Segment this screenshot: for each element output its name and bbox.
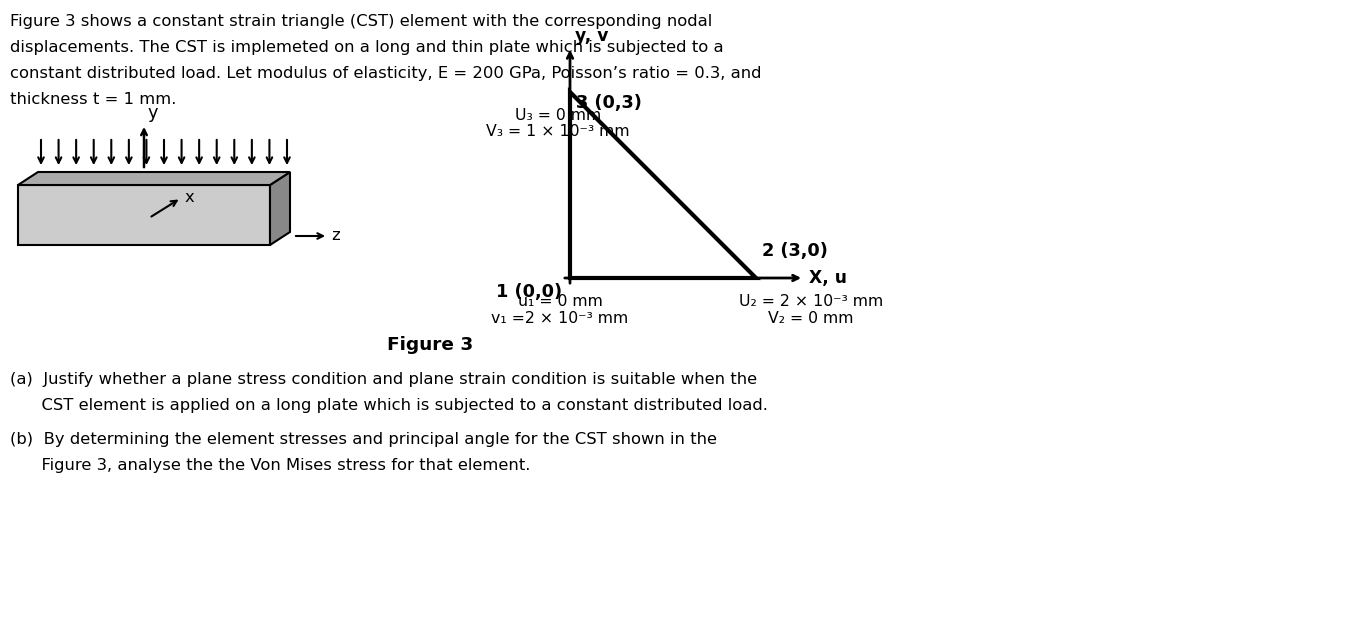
- Text: y, v: y, v: [575, 27, 608, 45]
- Text: constant distributed load. Let modulus of elasticity, E = 200 GPa, Poisson’s rat: constant distributed load. Let modulus o…: [9, 66, 762, 81]
- Text: (b)  By determining the element stresses and principal angle for the CST shown i: (b) By determining the element stresses …: [9, 432, 717, 447]
- Text: Figure 3, analyse the the Von Mises stress for that element.: Figure 3, analyse the the Von Mises stre…: [9, 458, 530, 473]
- Text: V₂ = 0 mm: V₂ = 0 mm: [769, 311, 853, 326]
- Text: 2 (3,0): 2 (3,0): [762, 242, 828, 260]
- Text: X, u: X, u: [809, 269, 847, 287]
- Text: 3 (0,3): 3 (0,3): [576, 94, 642, 112]
- Polygon shape: [17, 185, 271, 245]
- Text: Figure 3 shows a constant strain triangle (CST) element with the corresponding n: Figure 3 shows a constant strain triangl…: [9, 14, 712, 29]
- Text: 1 (0,0): 1 (0,0): [495, 283, 563, 301]
- Polygon shape: [17, 172, 289, 185]
- Text: v₁ =2 × 10⁻³ mm: v₁ =2 × 10⁻³ mm: [491, 311, 629, 326]
- Text: x: x: [184, 190, 194, 205]
- Text: CST element is applied on a long plate which is subjected to a constant distribu: CST element is applied on a long plate w…: [9, 398, 767, 413]
- Text: Figure 3: Figure 3: [386, 336, 474, 354]
- Text: u₁ = 0 mm: u₁ = 0 mm: [518, 294, 603, 309]
- Polygon shape: [271, 172, 289, 245]
- Text: (a)  Justify whether a plane stress condition and plane strain condition is suit: (a) Justify whether a plane stress condi…: [9, 372, 756, 387]
- Text: z: z: [331, 229, 339, 244]
- Text: thickness t = 1 mm.: thickness t = 1 mm.: [9, 92, 176, 107]
- Text: U₃ = 0 mm: U₃ = 0 mm: [516, 108, 602, 123]
- Text: U₂ = 2 × 10⁻³ mm: U₂ = 2 × 10⁻³ mm: [739, 294, 883, 309]
- Text: displacements. The CST is implemeted on a long and thin plate which is subjected: displacements. The CST is implemeted on …: [9, 40, 724, 55]
- Text: y: y: [147, 104, 157, 122]
- Text: V₃ = 1 × 10⁻³ mm: V₃ = 1 × 10⁻³ mm: [486, 124, 630, 139]
